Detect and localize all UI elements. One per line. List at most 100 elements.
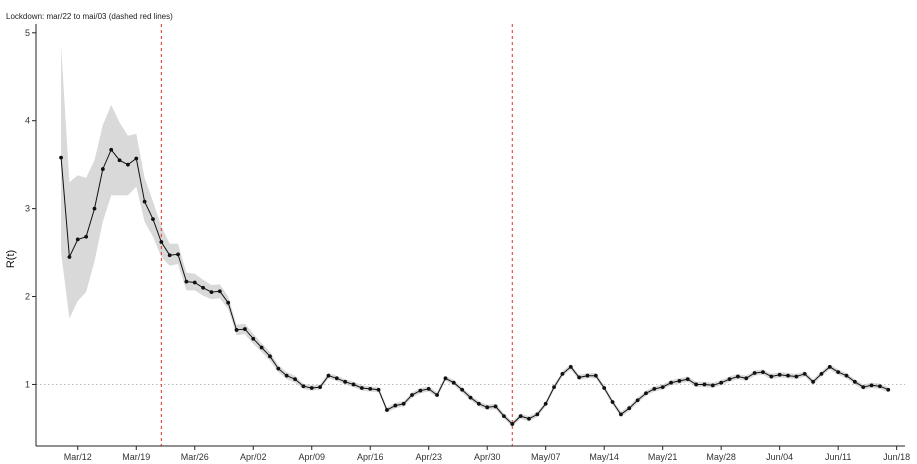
data-point: [568, 364, 573, 369]
data-point: [802, 372, 807, 376]
data-point: [284, 373, 289, 378]
data-point: [192, 280, 197, 285]
data-point: [418, 388, 423, 393]
y-tick-label: 4: [25, 116, 30, 126]
x-tick-label: May/28: [706, 452, 736, 462]
x-tick-label: Apr/02: [240, 452, 267, 462]
data-point: [268, 354, 272, 359]
data-point: [293, 377, 297, 382]
data-point: [761, 370, 765, 375]
data-point: [134, 156, 139, 161]
data-point: [334, 376, 339, 381]
chart-subtitle: Lockdown: mar/22 to mai/03 (dashed red l…: [6, 12, 173, 21]
data-point: [878, 384, 882, 389]
data-point: [126, 162, 130, 167]
data-point: [359, 386, 364, 390]
y-axis-title: R(t): [5, 250, 17, 268]
data-point: [259, 345, 264, 350]
series-line: [60, 148, 889, 425]
data-point: [109, 147, 114, 152]
data-point: [660, 385, 665, 389]
data-point: [301, 384, 306, 389]
data-point: [527, 416, 531, 421]
data-point: [276, 366, 281, 371]
data-point: [184, 279, 189, 284]
data-point: [710, 383, 715, 388]
x-tick-label: May/07: [531, 452, 561, 462]
data-point: [852, 379, 857, 384]
data-point: [84, 234, 89, 239]
axes-layer: 1 2 3 4 5 Mar/12 Mar/19 Mar/26 Apr/02 Apr/09 Apr/1…: [25, 24, 910, 462]
data-point: [393, 403, 398, 408]
data-point: [702, 382, 707, 387]
x-tick-label: Mar/19: [122, 452, 150, 462]
data-point: [652, 386, 657, 391]
data-point: [552, 385, 556, 389]
data-point: [593, 373, 598, 378]
y-tick-label: 3: [25, 204, 30, 214]
data-point: [627, 406, 632, 411]
data-point: [719, 380, 724, 385]
data-point: [92, 206, 97, 211]
data-point: [326, 373, 331, 378]
data-point: [217, 289, 222, 294]
data-point: [75, 237, 80, 242]
data-point: [443, 376, 448, 381]
data-point: [59, 155, 63, 160]
data-point: [610, 400, 615, 404]
data-point: [685, 377, 690, 382]
data-point: [794, 374, 799, 379]
data-point: [886, 387, 891, 392]
data-point: [368, 386, 373, 391]
data-point: [401, 401, 406, 406]
data-point: [735, 374, 740, 379]
data-point: [67, 255, 72, 259]
data-point: [635, 398, 640, 403]
data-point: [410, 393, 414, 397]
data-point: [543, 401, 548, 406]
data-point: [777, 372, 782, 377]
data-point: [769, 374, 774, 379]
data-point: [251, 336, 256, 341]
data-point: [644, 391, 648, 396]
data-point: [117, 158, 122, 163]
reference-lines-layer: [36, 24, 905, 446]
confidence-band-layer: [61, 46, 889, 427]
data-point: [476, 401, 481, 406]
data-point: [844, 373, 849, 378]
x-tick-label: Jun/11: [825, 452, 851, 462]
data-point: [234, 328, 239, 332]
data-point: [426, 386, 431, 391]
data-point: [351, 382, 356, 387]
data-point: [585, 373, 590, 378]
data-point: [518, 414, 523, 419]
data-point: [309, 386, 314, 390]
x-tick-label: Apr/30: [474, 452, 501, 462]
data-point: [242, 327, 247, 331]
confidence-band: [61, 46, 889, 427]
y-tick-label: 2: [25, 292, 30, 302]
data-point: [836, 370, 841, 375]
data-point: [468, 395, 473, 400]
x-tick-label: Apr/23: [415, 452, 442, 462]
data-point: [602, 386, 607, 390]
x-tick-label: Apr/09: [298, 452, 325, 462]
data-point: [560, 372, 565, 376]
data-point: [226, 300, 231, 305]
y-tick-label: 1: [25, 379, 30, 389]
data-point: [502, 414, 506, 419]
data-point: [100, 167, 105, 171]
y-tick-label: 5: [25, 28, 30, 38]
x-tick-label: May/21: [648, 452, 678, 462]
data-point: [485, 405, 490, 410]
data-point: [786, 373, 790, 378]
x-tick-label: May/14: [589, 452, 619, 462]
data-point: [385, 408, 389, 412]
x-tick-label: Mar/12: [64, 452, 92, 462]
data-point: [727, 377, 732, 382]
data-point: [318, 385, 322, 389]
x-tick-label: Mar/26: [181, 452, 209, 462]
data-point: [827, 364, 832, 369]
data-point: [577, 375, 582, 380]
data-point: [869, 383, 874, 388]
